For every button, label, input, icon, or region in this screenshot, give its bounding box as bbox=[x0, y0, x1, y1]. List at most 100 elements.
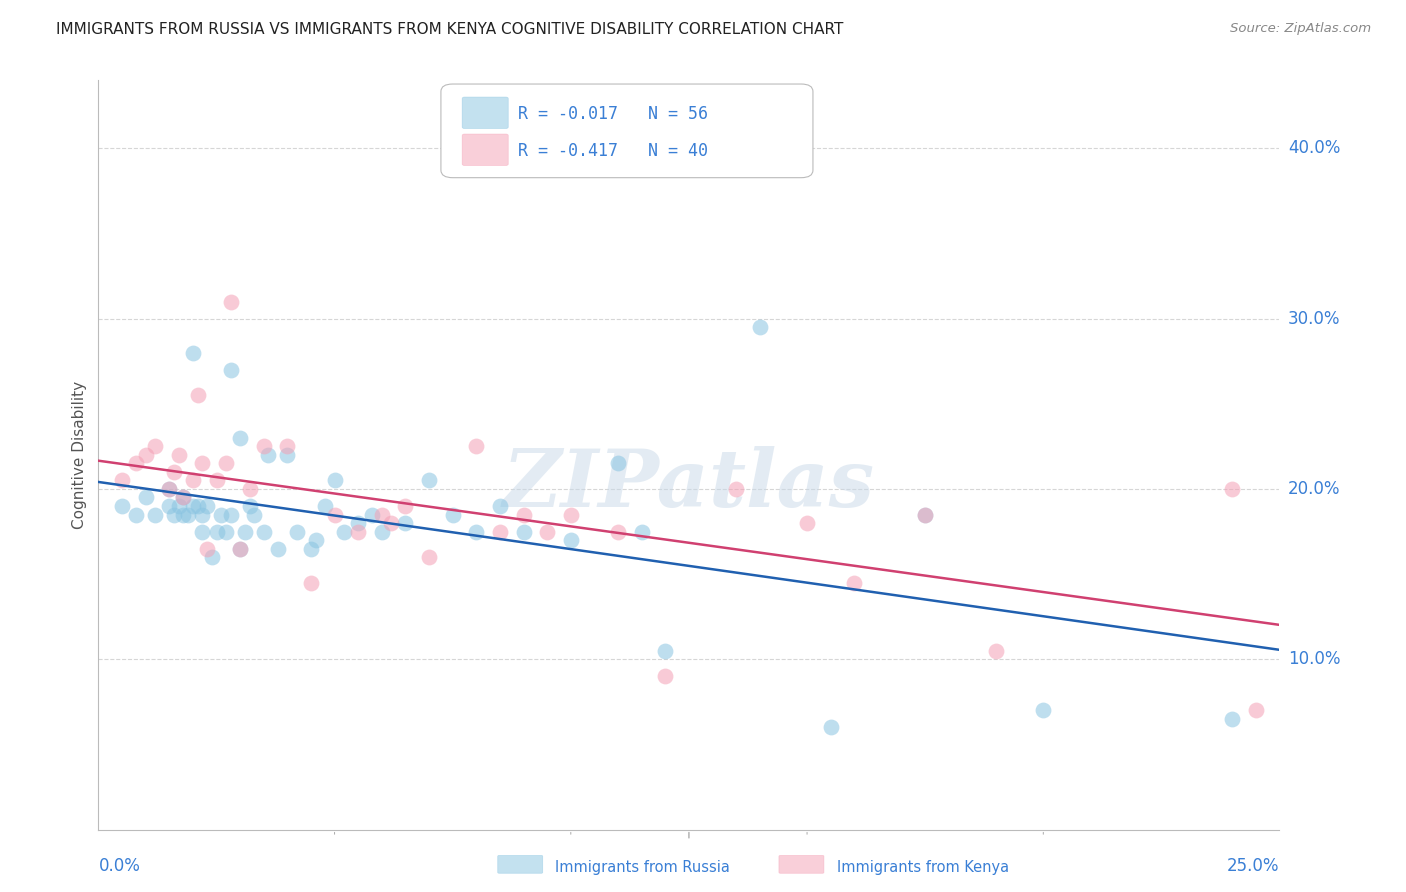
Point bbox=[219, 508, 242, 522]
Point bbox=[209, 508, 232, 522]
Point bbox=[201, 550, 224, 565]
Point bbox=[239, 482, 262, 496]
Point bbox=[371, 508, 394, 522]
Point bbox=[187, 499, 209, 513]
Point bbox=[1220, 482, 1243, 496]
Point bbox=[219, 363, 242, 377]
Point bbox=[157, 499, 180, 513]
Point bbox=[347, 516, 370, 530]
Point bbox=[195, 499, 218, 513]
Point bbox=[143, 508, 166, 522]
Point bbox=[512, 508, 534, 522]
FancyBboxPatch shape bbox=[441, 84, 813, 178]
Point bbox=[172, 491, 194, 505]
Point bbox=[536, 524, 558, 539]
Point bbox=[253, 439, 276, 453]
Point bbox=[820, 720, 842, 734]
Point bbox=[748, 320, 770, 334]
Point bbox=[371, 524, 394, 539]
Point bbox=[1244, 703, 1267, 717]
Text: Source: ZipAtlas.com: Source: ZipAtlas.com bbox=[1230, 22, 1371, 36]
Point bbox=[191, 508, 214, 522]
Point bbox=[233, 524, 256, 539]
Point bbox=[135, 448, 157, 462]
Text: 10.0%: 10.0% bbox=[1288, 650, 1340, 668]
Point bbox=[347, 524, 370, 539]
Point bbox=[215, 457, 238, 471]
Point bbox=[465, 524, 488, 539]
Point bbox=[167, 499, 190, 513]
Point bbox=[914, 508, 936, 522]
Point bbox=[418, 550, 440, 565]
Point bbox=[654, 644, 676, 658]
Point bbox=[191, 457, 214, 471]
Point bbox=[143, 439, 166, 453]
Point bbox=[229, 541, 252, 556]
Text: 40.0%: 40.0% bbox=[1288, 139, 1340, 157]
Point bbox=[361, 508, 384, 522]
Point bbox=[844, 575, 866, 590]
Point bbox=[1032, 703, 1054, 717]
Point bbox=[125, 508, 148, 522]
Point bbox=[191, 524, 214, 539]
Point bbox=[276, 439, 298, 453]
Point bbox=[607, 457, 630, 471]
Point bbox=[181, 499, 204, 513]
Point bbox=[796, 516, 818, 530]
Text: 30.0%: 30.0% bbox=[1288, 310, 1340, 327]
Y-axis label: Cognitive Disability: Cognitive Disability bbox=[72, 381, 87, 529]
Point bbox=[305, 533, 328, 547]
Point bbox=[111, 474, 134, 488]
Point bbox=[163, 465, 186, 479]
Point bbox=[984, 644, 1007, 658]
Point bbox=[725, 482, 748, 496]
Point bbox=[205, 474, 228, 488]
Text: R = -0.417   N = 40: R = -0.417 N = 40 bbox=[517, 142, 707, 160]
Text: 0.0%: 0.0% bbox=[98, 857, 141, 875]
Point bbox=[489, 524, 512, 539]
Point bbox=[276, 448, 298, 462]
Point bbox=[333, 524, 356, 539]
Point bbox=[243, 508, 266, 522]
Point bbox=[219, 294, 242, 309]
Point bbox=[135, 491, 157, 505]
Point bbox=[157, 482, 180, 496]
Point bbox=[215, 524, 238, 539]
Point bbox=[177, 508, 200, 522]
Point bbox=[418, 474, 440, 488]
Point bbox=[157, 482, 180, 496]
Point bbox=[607, 524, 630, 539]
Point bbox=[205, 524, 228, 539]
Point bbox=[172, 491, 194, 505]
Point bbox=[172, 508, 194, 522]
Text: 20.0%: 20.0% bbox=[1288, 480, 1340, 498]
Point bbox=[394, 516, 416, 530]
Point bbox=[181, 345, 204, 359]
Point bbox=[257, 448, 280, 462]
Point bbox=[314, 499, 336, 513]
Point bbox=[323, 508, 346, 522]
Point bbox=[167, 448, 190, 462]
Point bbox=[195, 541, 218, 556]
Point bbox=[253, 524, 276, 539]
Point bbox=[229, 431, 252, 445]
Point bbox=[560, 533, 582, 547]
Point bbox=[465, 439, 488, 453]
Text: ZIPatlas: ZIPatlas bbox=[503, 446, 875, 524]
Point bbox=[267, 541, 290, 556]
Text: Immigrants from Kenya: Immigrants from Kenya bbox=[837, 860, 1008, 874]
Point bbox=[630, 524, 652, 539]
Point bbox=[394, 499, 416, 513]
Point bbox=[299, 575, 322, 590]
Point bbox=[489, 499, 512, 513]
Point bbox=[441, 508, 464, 522]
Point bbox=[914, 508, 936, 522]
Point bbox=[187, 388, 209, 402]
Point bbox=[229, 541, 252, 556]
Text: 25.0%: 25.0% bbox=[1227, 857, 1279, 875]
Point bbox=[1220, 712, 1243, 726]
Point bbox=[380, 516, 402, 530]
FancyBboxPatch shape bbox=[463, 134, 508, 166]
Point bbox=[239, 499, 262, 513]
Point bbox=[512, 524, 534, 539]
